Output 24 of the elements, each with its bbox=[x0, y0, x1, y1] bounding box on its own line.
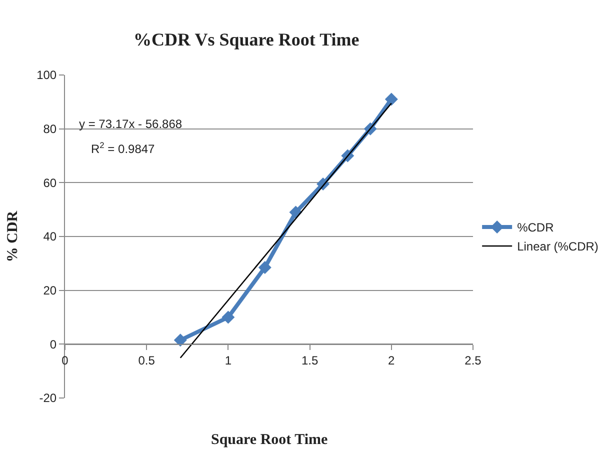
legend-label: Linear (%CDR) bbox=[517, 240, 598, 254]
y-tick-label: 100 bbox=[36, 68, 57, 82]
legend-label: %CDR bbox=[517, 220, 554, 235]
y-tick-label: 80 bbox=[43, 122, 57, 136]
x-tick-label: 2.5 bbox=[464, 354, 482, 368]
chart-title: %CDR Vs Square Root Time bbox=[134, 30, 360, 50]
point bbox=[174, 334, 187, 347]
x-tick-label: 1 bbox=[224, 354, 232, 368]
x-axis-title: Square Root Time bbox=[211, 432, 328, 448]
x-tick-label: 0.5 bbox=[138, 354, 156, 368]
point bbox=[384, 92, 398, 106]
y-tick-label: 40 bbox=[43, 230, 57, 244]
point bbox=[222, 310, 235, 324]
annotation: y = 73.17x - 56.868 bbox=[79, 117, 182, 131]
x-tick-label: 0 bbox=[62, 354, 69, 368]
y-tick-label: 20 bbox=[43, 284, 57, 298]
y-tick-label: 0 bbox=[50, 337, 57, 352]
point bbox=[258, 260, 272, 274]
y-tick-label: -20 bbox=[39, 391, 57, 406]
x-tick-label: 2 bbox=[388, 354, 396, 368]
annotation: R$^{2}$ = 0.9847 bbox=[91, 140, 156, 156]
x-tick-label: 1.5 bbox=[301, 354, 318, 368]
y-axis-title: % CDR bbox=[4, 210, 21, 262]
y-tick-label: 60 bbox=[43, 176, 57, 190]
